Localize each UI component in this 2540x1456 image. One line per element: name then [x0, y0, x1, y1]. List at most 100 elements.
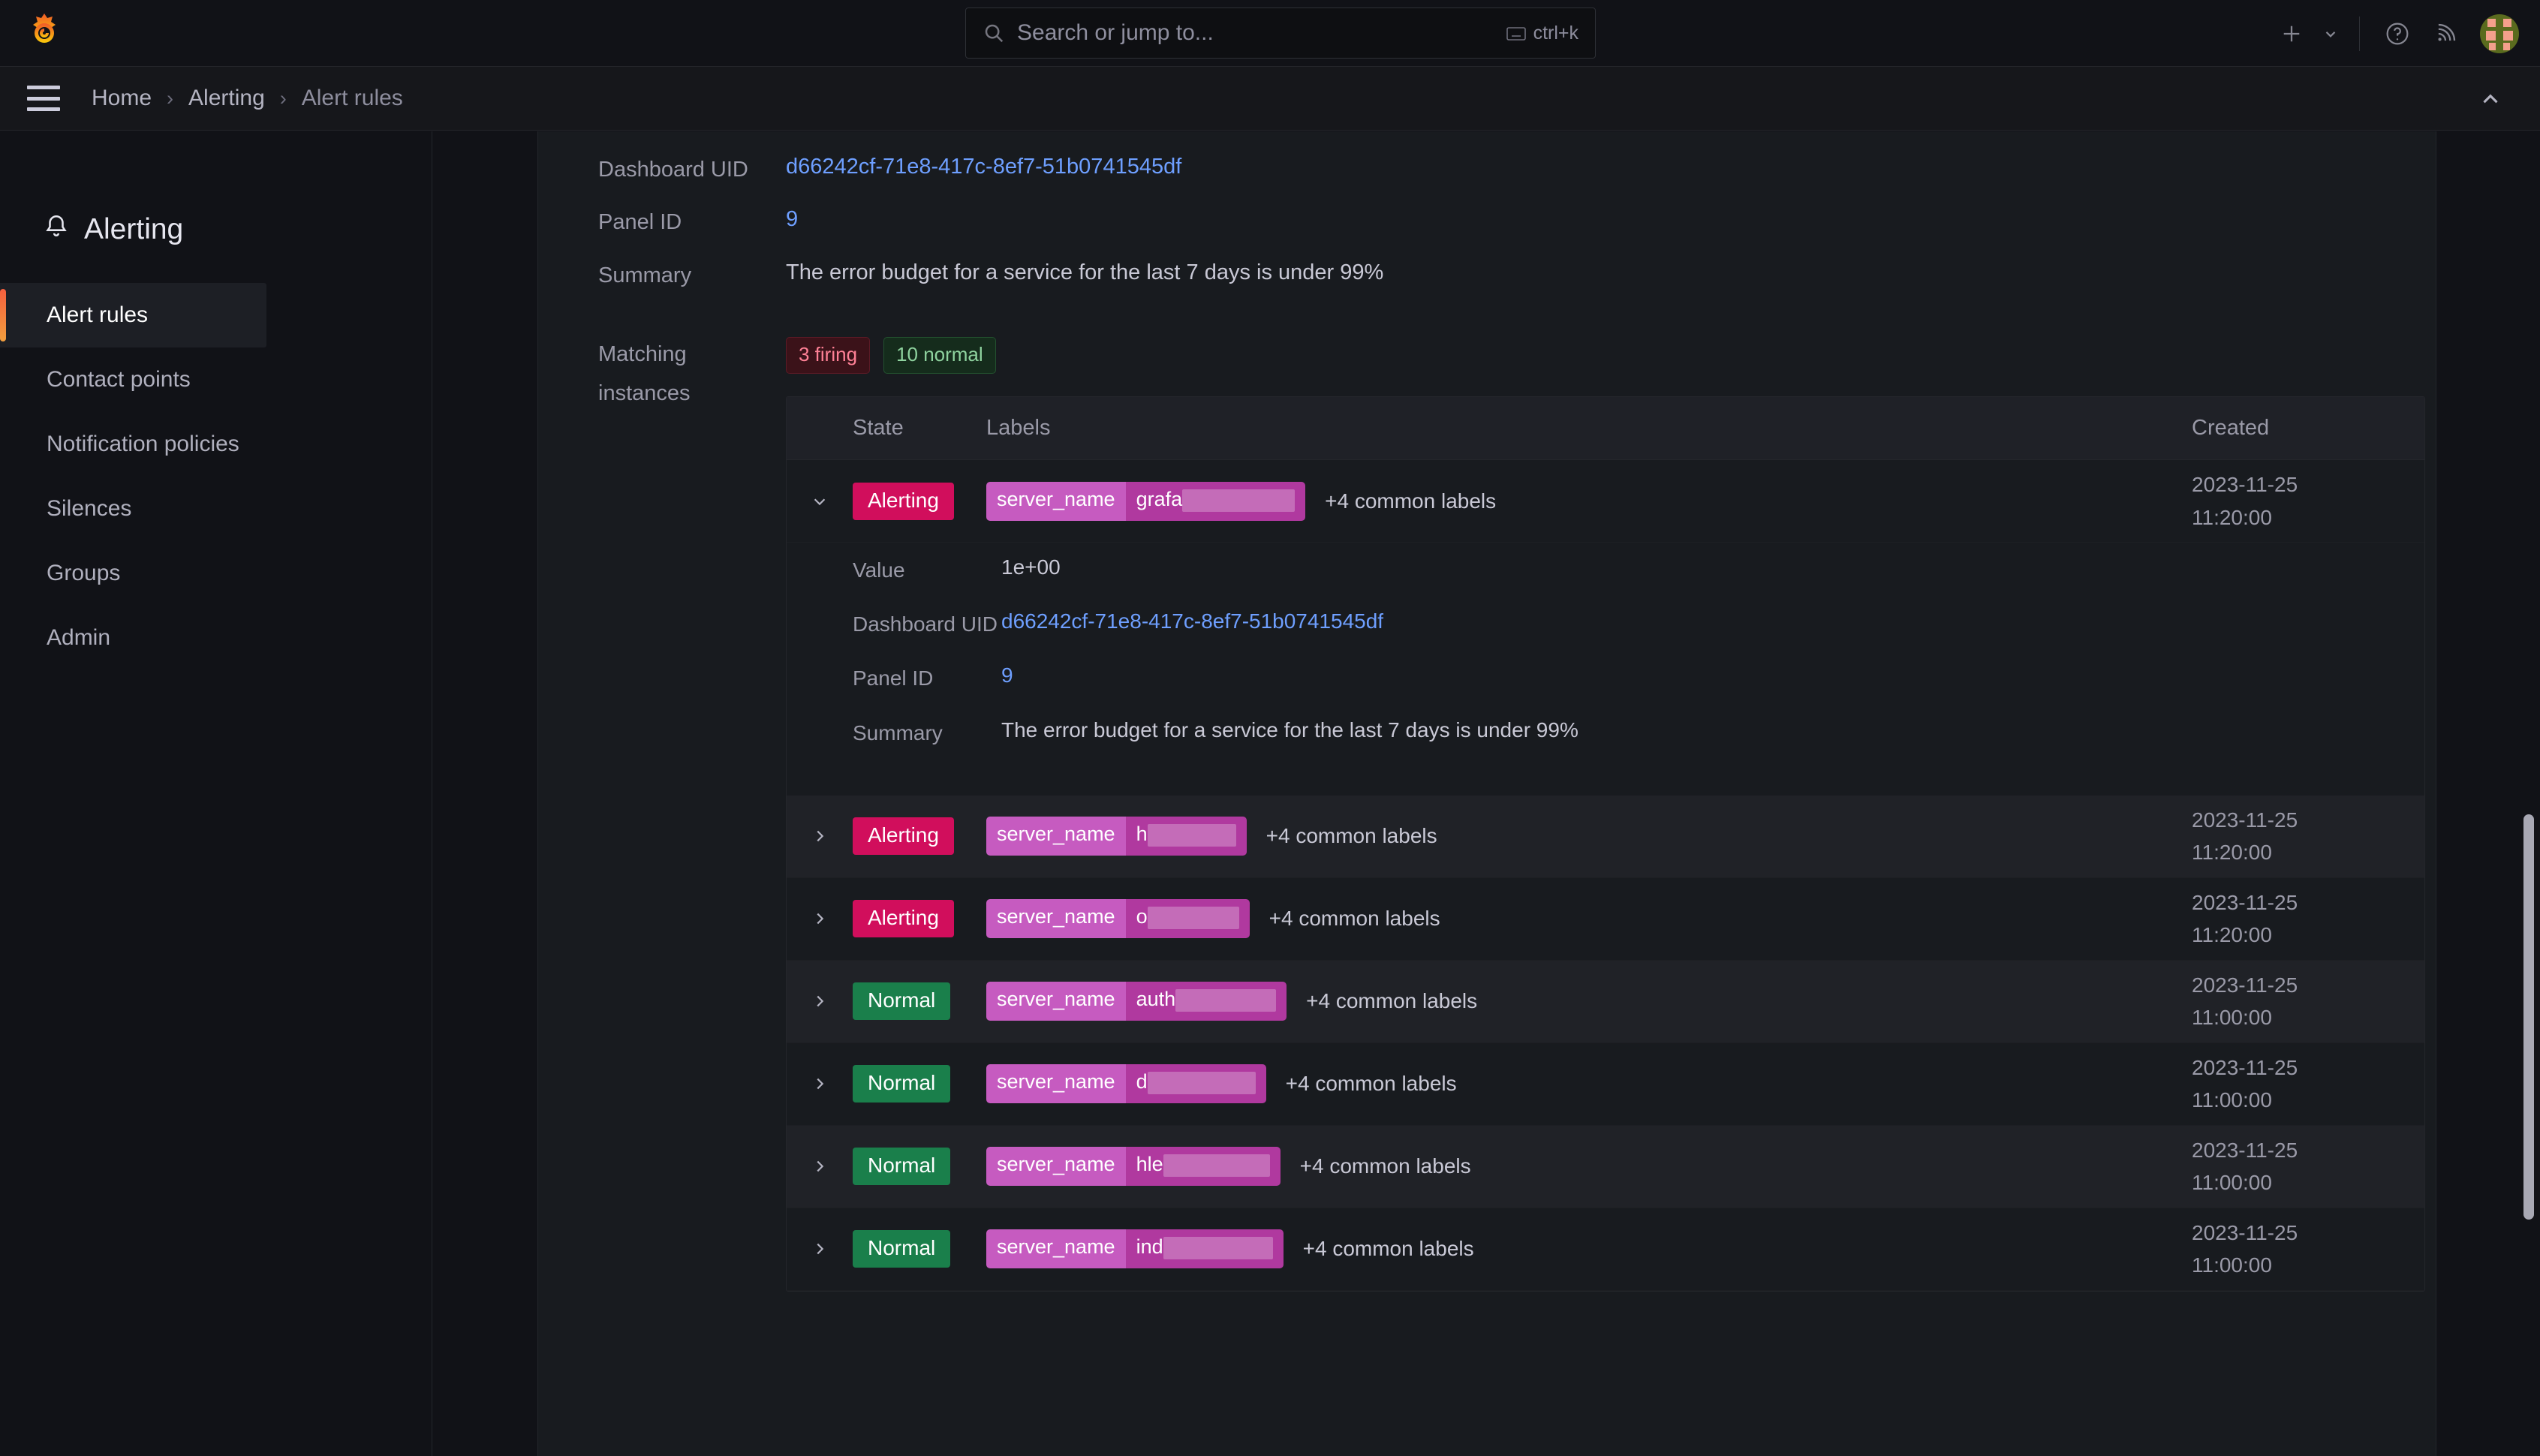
sidebar-item-label: Groups — [47, 561, 121, 585]
status-badge: Alerting — [853, 900, 954, 938]
label-value: grafa — [1125, 481, 1306, 521]
search-shortcut-label: ctrl+k — [1533, 22, 1578, 44]
chevron-right-icon[interactable] — [811, 1241, 828, 1257]
breadcrumb-item-home[interactable]: Home — [92, 86, 152, 110]
chevron-right-icon[interactable] — [811, 1158, 828, 1175]
label-chip[interactable]: server_name h — [986, 817, 1247, 856]
table-row[interactable]: Normal server_name hle +4 common labels 2023… — [787, 1126, 2424, 1208]
search-input[interactable]: Search or jump to... — [1017, 20, 1214, 45]
common-labels-link[interactable]: +4 common labels — [1306, 989, 1478, 1013]
table-row[interactable]: Alerting server_name h +4 common labels 2023… — [787, 796, 2424, 878]
panel-id-link[interactable]: 9 — [786, 207, 799, 232]
chevron-down-icon[interactable] — [811, 493, 828, 510]
status-badge: Normal — [853, 1148, 951, 1186]
detail-matching-instances: Matching instances 3 firing 10 normal St… — [538, 337, 2436, 1292]
label-value: o — [1125, 899, 1250, 939]
table-row[interactable]: Normal server_name d +4 common labels 2023-1… — [787, 1043, 2424, 1126]
breadcrumb-item-alert-rules: Alert rules — [301, 86, 403, 110]
sidebar-item-notification-policies[interactable]: Notification policies — [0, 412, 266, 477]
detail-summary: Summary The error budget for a service f… — [538, 258, 2436, 290]
search-shortcut-hint: ctrl+k — [1506, 23, 1578, 44]
created-timestamp: 2023-11-25 11:00:00 — [2192, 1220, 2298, 1277]
instance-row-group: Alerting server_name h +4 common labels 2023… — [787, 795, 2424, 878]
main-scroll-region[interactable]: Dashboard UID d66242cf-71e8-417c-8ef7-51… — [432, 131, 2540, 1456]
label-chip[interactable]: server_name hle — [986, 1147, 1281, 1187]
sidebar-item-alert-rules[interactable]: Alert rules — [0, 283, 266, 347]
avatar[interactable] — [2480, 14, 2519, 53]
table-row[interactable]: Normal server_name ind +4 common labels 2023… — [787, 1208, 2424, 1291]
table-body: Alerting server_name grafa +4 common labels… — [787, 460, 2424, 1291]
table-row[interactable]: Normal server_name auth +4 common labels 202… — [787, 961, 2424, 1043]
created-timestamp: 2023-11-25 11:20:00 — [2192, 473, 2298, 529]
chevron-down-icon[interactable] — [2316, 10, 2346, 58]
instance-row-group: Normal server_name ind +4 common labels 2023… — [787, 1208, 2424, 1291]
normal-count-badge[interactable]: 10 normal — [883, 337, 996, 375]
common-labels-link[interactable]: +4 common labels — [1285, 1072, 1457, 1096]
chevron-right-icon[interactable] — [811, 828, 828, 844]
instance-detail-row: Panel ID 9 — [787, 661, 2424, 693]
plus-icon[interactable] — [2268, 10, 2316, 58]
instance-row-group: Alerting server_name o +4 common labels 2023… — [787, 878, 2424, 961]
grafana-logo-icon[interactable] — [23, 11, 66, 55]
common-labels-link[interactable]: +4 common labels — [1302, 1237, 1474, 1261]
sidebar-item-label: Silences — [47, 496, 132, 521]
sidebar-item-groups[interactable]: Groups — [0, 541, 266, 606]
instance-detail-row: Value 1e+00 — [787, 553, 2424, 585]
breadcrumb-item-alerting[interactable]: Alerting — [188, 86, 265, 110]
label-chip[interactable]: server_name o — [986, 899, 1250, 939]
detail-key: Summary — [598, 263, 692, 287]
sidebar-item-contact-points[interactable]: Contact points — [0, 347, 266, 412]
breadcrumb: Home › Alerting › Alert rules — [92, 86, 403, 111]
label-key: server_name — [986, 1229, 1126, 1269]
common-labels-link[interactable]: +4 common labels — [1268, 907, 1440, 931]
created-timestamp: 2023-11-25 11:00:00 — [2192, 1055, 2298, 1112]
sidebar-item-label: Alert rules — [47, 302, 149, 327]
question-circle-icon[interactable] — [2373, 10, 2421, 58]
label-chip[interactable]: server_name d — [986, 1064, 1266, 1104]
common-labels-link[interactable]: +4 common labels — [1299, 1154, 1471, 1178]
labels-col-header: Labels — [986, 416, 1051, 441]
sidebar-item-silences[interactable]: Silences — [0, 477, 266, 541]
created-timestamp: 2023-11-25 11:20:00 — [2192, 808, 2298, 865]
label-chip[interactable]: server_name auth — [986, 982, 1287, 1021]
common-labels-link[interactable]: +4 common labels — [1265, 824, 1437, 848]
chevron-right-icon[interactable] — [811, 910, 828, 927]
matching-instances-table: State Labels Created Alerting server_name… — [786, 396, 2425, 1292]
label-chip[interactable]: server_name ind — [986, 1229, 1284, 1269]
label-key: server_name — [986, 481, 1126, 521]
label-chip[interactable]: server_name grafa — [986, 481, 1306, 521]
chevron-right-icon[interactable] — [811, 1075, 828, 1092]
label-value: h — [1125, 817, 1247, 856]
detail-value[interactable]: d66242cf-71e8-417c-8ef7-51b0741545df — [1001, 607, 1383, 639]
label-key: server_name — [986, 817, 1126, 856]
breadcrumb-bar: Home › Alerting › Alert rules — [0, 67, 2540, 131]
sidebar-item-admin[interactable]: Admin — [0, 606, 266, 670]
vertical-scrollbar[interactable] — [2523, 814, 2534, 1220]
keyboard-icon — [1506, 25, 1526, 41]
chevron-up-icon[interactable] — [2474, 85, 2507, 113]
detail-link[interactable]: 9 — [1001, 663, 1013, 687]
status-badge: Alerting — [853, 817, 954, 856]
detail-link[interactable]: d66242cf-71e8-417c-8ef7-51b0741545df — [1001, 609, 1384, 633]
common-labels-link[interactable]: +4 common labels — [1325, 489, 1497, 513]
created-timestamp: 2023-11-25 11:20:00 — [2192, 890, 2298, 947]
detail-value[interactable]: 9 — [1001, 661, 1013, 693]
redacted-label-value — [1163, 1154, 1270, 1178]
redacted-label-value — [1163, 1237, 1273, 1260]
instance-row-group: Alerting server_name grafa +4 common labels… — [787, 460, 2424, 795]
bell-icon — [44, 212, 69, 247]
detail-value: d66242cf-71e8-417c-8ef7-51b0741545df — [786, 152, 1181, 185]
status-badge: Normal — [853, 1230, 951, 1268]
label-value: auth — [1125, 982, 1287, 1021]
chevron-right-icon[interactable] — [811, 993, 828, 1009]
dashboard-uid-link[interactable]: d66242cf-71e8-417c-8ef7-51b0741545df — [786, 155, 1182, 179]
detail-key: Value — [853, 558, 905, 582]
firing-count-badge[interactable]: 3 firing — [786, 337, 871, 375]
global-search-box[interactable]: Search or jump to... ctrl+k — [965, 8, 1596, 59]
hamburger-menu-icon[interactable] — [27, 86, 60, 111]
redacted-label-value — [1147, 1072, 1256, 1095]
table-row[interactable]: Alerting server_name o +4 common labels 2023… — [787, 878, 2424, 961]
table-row[interactable]: Alerting server_name grafa +4 common labels… — [787, 460, 2424, 543]
search-icon — [983, 22, 1005, 44]
rss-icon[interactable] — [2421, 10, 2469, 58]
